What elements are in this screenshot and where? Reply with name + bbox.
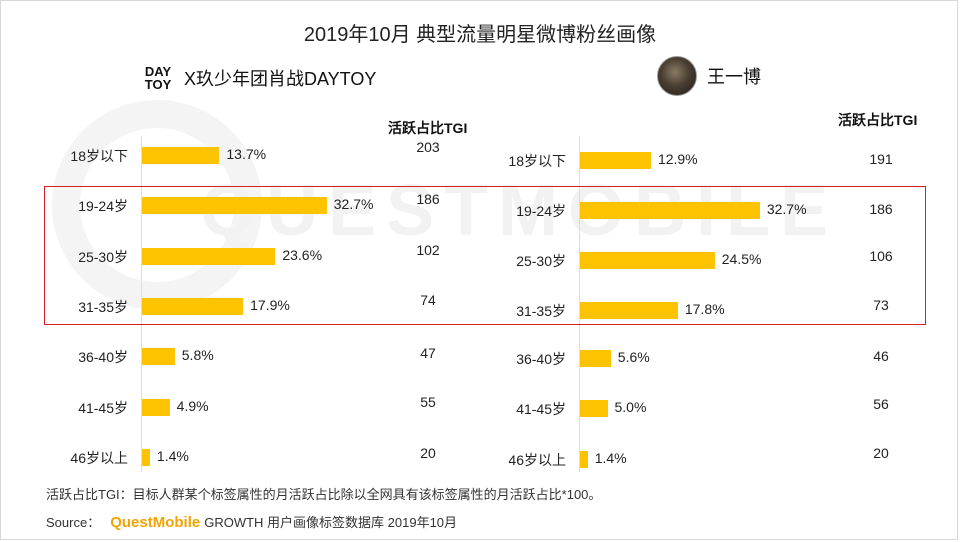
- right-bar: [580, 451, 588, 468]
- right-category-label: 25-30岁: [516, 253, 566, 269]
- right-tgi-value: 46: [873, 348, 889, 364]
- source-text: GROWTH 用户画像标签数据库 2019年10月: [204, 515, 458, 530]
- left-value-label: 1.4%: [156, 448, 189, 464]
- left-category-label: 18岁以下: [70, 148, 128, 164]
- left-panel-name: X玖少年团肖战DAYTOY: [184, 69, 377, 89]
- left-bar: [142, 348, 175, 365]
- left-bar: [142, 399, 170, 416]
- left-tgi-value: 186: [416, 191, 440, 207]
- left-category-label: 31-35岁: [78, 299, 128, 315]
- right-bar: [580, 400, 608, 417]
- left-category-label: 25-30岁: [78, 249, 128, 265]
- right-category-label: 36-40岁: [516, 351, 566, 367]
- left-tgi-header: 活跃占比TGI: [388, 120, 468, 136]
- right-axis-line: [579, 136, 580, 472]
- right-value-label: 1.4%: [594, 450, 627, 466]
- right-tgi-header: 活跃占比TGI: [838, 112, 918, 128]
- left-category-label: 46岁以上: [70, 450, 128, 466]
- right-category-label: 46岁以上: [508, 452, 566, 468]
- right-value-label: 5.0%: [614, 399, 647, 415]
- source-label: Source：: [46, 515, 101, 530]
- left-bar: [142, 298, 244, 315]
- right-bar: [580, 350, 611, 367]
- left-category-label: 41-45岁: [78, 400, 128, 416]
- left-value-label: 5.8%: [181, 347, 214, 363]
- right-panel-header: 王一博: [657, 56, 761, 96]
- highlight-box: [44, 186, 926, 325]
- right-value-label: 17.8%: [684, 301, 725, 317]
- left-category-label: 19-24岁: [78, 198, 128, 214]
- right-category-label: 41-45岁: [516, 401, 566, 417]
- left-bar: [142, 449, 150, 466]
- right-value-label: 12.9%: [657, 151, 698, 167]
- footnote: 活跃占比TGI：目标人群某个标签属性的月活跃占比除以全网具有该标签属性的月活跃占…: [46, 487, 602, 502]
- left-bar: [142, 147, 220, 164]
- questmobile-brand: QuestMobile: [110, 514, 201, 531]
- left-bar: [142, 248, 276, 265]
- right-category-label: 31-35岁: [516, 303, 566, 319]
- source-line: Source： QuestMobile GROWTH 用户画像标签数据库 201…: [46, 512, 457, 531]
- left-tgi-value: 55: [420, 394, 436, 410]
- right-bar: [580, 202, 760, 219]
- left-value-label: 17.9%: [250, 297, 290, 313]
- left-tgi-value: 20: [420, 445, 436, 461]
- right-tgi-value: 56: [873, 396, 889, 412]
- chart-title: 2019年10月 典型流量明星微博粉丝画像: [303, 24, 657, 46]
- right-category-label: 18岁以下: [508, 153, 566, 169]
- left-tgi-value: 74: [420, 292, 436, 308]
- right-panel-name: 王一博: [707, 67, 761, 87]
- left-value-label: 23.6%: [282, 247, 323, 263]
- left-axis-line: [141, 136, 142, 472]
- left-category-label: 36-40岁: [78, 349, 128, 365]
- right-bar: [580, 302, 678, 319]
- avatar: [657, 56, 697, 96]
- right-value-label: 5.6%: [617, 349, 650, 365]
- left-tgi-value: 203: [416, 139, 440, 155]
- right-tgi-value: 73: [873, 297, 889, 313]
- right-tgi-value: 191: [869, 151, 893, 167]
- left-value-label: 32.7%: [333, 196, 374, 212]
- right-tgi-value: 20: [873, 445, 889, 461]
- left-panel-header: DAY TOY X玖少年团肖战DAYTOY: [142, 62, 377, 94]
- right-bar: [580, 252, 715, 269]
- left-tgi-value: 47: [420, 345, 436, 361]
- left-value-label: 13.7%: [226, 146, 267, 162]
- daytoy-logo: DAY TOY: [144, 64, 172, 92]
- left-bar: [142, 197, 327, 214]
- right-category-label: 19-24岁: [516, 203, 566, 219]
- right-value-label: 32.7%: [766, 201, 807, 217]
- right-tgi-value: 186: [869, 201, 893, 217]
- left-value-label: 4.9%: [176, 398, 209, 414]
- right-tgi-value: 106: [869, 248, 893, 264]
- left-tgi-value: 102: [416, 242, 440, 258]
- right-value-label: 24.5%: [721, 251, 762, 267]
- right-bar: [580, 152, 651, 169]
